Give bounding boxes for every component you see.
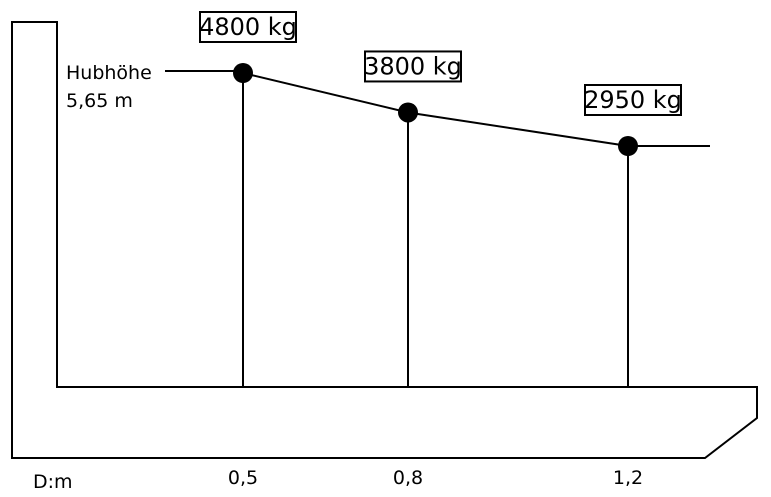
chart-marks: 4800 kg 0,5 3800 kg 0,8 2950 kg 1,2	[199, 11, 682, 489]
axis-unit-label: D:m	[33, 471, 73, 492]
fork-outline	[11, 21, 758, 459]
lift-height-value: 5,65 m	[66, 90, 133, 112]
capacity-point	[233, 63, 253, 83]
capacity-label: 3800 kg	[364, 52, 462, 80]
capacity-label-box	[364, 50, 462, 83]
x-tick-label: 1,2	[613, 467, 643, 489]
capacity-label: 4800 kg	[199, 13, 297, 41]
capacity-label-box	[199, 11, 297, 43]
x-tick-label: 0,5	[228, 467, 258, 489]
capacity-line	[242, 72, 629, 147]
lift-height-label: Hubhöhe	[66, 62, 152, 84]
capacity-label-box	[584, 84, 682, 116]
capacity-label: 2950 kg	[584, 86, 682, 114]
capacity-point	[398, 102, 418, 123]
capacity-point	[618, 136, 638, 156]
x-tick-label: 0,8	[393, 467, 423, 489]
